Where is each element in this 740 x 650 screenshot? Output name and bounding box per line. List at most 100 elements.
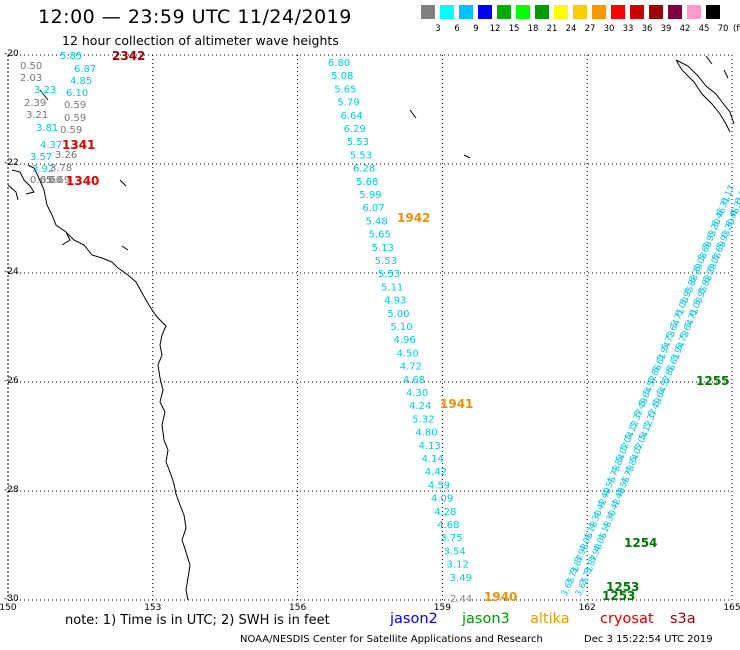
wave-height-label: 6.07: [362, 203, 384, 214]
color-scale-label: 42: [679, 24, 691, 34]
longitude-tick-label: 165: [723, 603, 740, 613]
wave-height-label: 3.21: [26, 110, 48, 121]
pass-time-label: 1255: [696, 374, 729, 388]
australia-coastline: [27, 164, 191, 601]
color-scale-label: 45: [698, 24, 710, 34]
wave-height-label: 0.60: [40, 175, 62, 186]
wave-height-label: 4.28: [434, 507, 456, 518]
lat-lon-grid: [7, 54, 733, 601]
wave-height-label: 4.42: [425, 467, 447, 478]
wave-height-label: 4.37: [40, 140, 62, 151]
latitude-tick-label: -28: [4, 485, 19, 495]
wave-height-label: 3.81: [36, 123, 58, 134]
wave-height-label: 3.54: [443, 546, 465, 557]
latitude-tick-label: -24: [4, 267, 19, 277]
color-scale-label: 70: [717, 24, 729, 34]
wave-height-label: 5.00: [387, 309, 409, 320]
wave-height-label: 6.17: [734, 184, 740, 206]
pass-time-label: 1253: [602, 589, 635, 603]
wave-height-label: 4.14: [422, 454, 444, 465]
wave-height-label: 0.59: [60, 125, 82, 136]
longitude-tick-label: 150: [0, 603, 17, 613]
color-swatch: [535, 5, 549, 19]
wave-height-label: 3.49: [450, 573, 472, 584]
wave-height-label: 4.24: [409, 401, 431, 412]
color-swatch: [554, 5, 568, 19]
wave-height-label: 3.23: [34, 85, 56, 96]
latitude-tick-label: -20: [4, 49, 19, 59]
legend-s3a: s3a: [670, 611, 696, 627]
color-scale-label: 18: [527, 24, 539, 34]
color-scale-unit: (ft): [733, 24, 740, 34]
reef-3: [39, 89, 49, 101]
color-swatch: [592, 5, 606, 19]
wave-height-label: 5.53: [347, 137, 369, 148]
wave-height-label: 0.59: [64, 100, 86, 111]
color-swatch: [630, 5, 644, 19]
wave-height-label: 4.96: [394, 335, 416, 346]
color-swatch: [478, 5, 492, 19]
chart-subtitle: 12 hour collection of altimeter wave hei…: [62, 33, 339, 48]
pass-time-label: 1253: [606, 580, 639, 594]
island-2: [7, 184, 19, 201]
pass-time-label: 1341: [62, 138, 95, 152]
legend-jason2: jason2: [390, 611, 438, 627]
color-scale-label: 39: [660, 24, 672, 34]
wave-height-label: 5.13: [372, 243, 394, 254]
color-scale-label: 21: [546, 24, 558, 34]
wave-height-label: 3.75: [440, 533, 462, 544]
wave-height-label: 5.79: [337, 98, 359, 109]
wave-height-label: 5.65: [334, 84, 356, 95]
wave-height-label: 5.10: [390, 322, 412, 333]
reef-2: [121, 245, 129, 251]
wave-height-label: 0.65: [30, 175, 52, 186]
color-scale-label: 9: [473, 24, 479, 34]
color-swatch: [611, 5, 625, 19]
new-caledonia-coastline: [675, 59, 735, 133]
color-scale-label: 15: [508, 24, 520, 34]
map-frame: [7, 54, 733, 601]
chart-title: 12:00 — 23:59 UTC 11/24/2019: [38, 6, 352, 28]
wave-height-label: 5.85: [60, 51, 82, 62]
latitude-tick-label: -30: [4, 594, 19, 604]
wave-height-label: 4.50: [397, 348, 419, 359]
longitude-tick-label: 156: [289, 603, 307, 613]
wave-height-label: 5.65: [369, 230, 391, 241]
reef-4: [409, 109, 417, 119]
loyalty-islands: [705, 55, 729, 79]
color-scale-label: 27: [584, 24, 596, 34]
wave-height-label: 5.32: [412, 414, 434, 425]
wave-height-label: 0.50: [20, 61, 42, 72]
wave-height-label: 5.68: [356, 177, 378, 188]
longitude-tick-label: 159: [433, 603, 451, 613]
color-scale-label: 36: [641, 24, 653, 34]
color-swatch: [687, 5, 701, 19]
wave-height-label: 4.68: [437, 520, 459, 531]
color-swatch: [440, 5, 454, 19]
wave-height-label: 6.29: [344, 124, 366, 135]
legend-altika: altika: [530, 611, 570, 627]
color-scale-label: 3: [435, 24, 441, 34]
wave-height-label: 5.08: [331, 71, 353, 82]
footer-note: note: 1) Time is in UTC; 2) SWH is in fe…: [65, 613, 330, 628]
wave-height-label: 6.80: [328, 58, 350, 69]
pass-time-label: 1940: [484, 590, 517, 604]
wave-height-label: 4.13: [418, 441, 440, 452]
color-swatch: [497, 5, 511, 19]
pass-time-label: 1254: [624, 536, 657, 550]
wave-height-label: 4.09: [431, 494, 453, 505]
wave-height-label: 3.78: [50, 163, 72, 174]
color-swatch: [573, 5, 587, 19]
wave-height-label: 2.03: [20, 73, 42, 84]
wave-height-label: 4.93: [384, 296, 406, 307]
wave-height-label: 5.11: [381, 282, 403, 293]
altimeter-tracks: 6.80 5.08 5.65 5.79 6.64 6.29 5.53 5.53 6.28 5.68…: [20, 49, 740, 605]
generated-timestamp: Dec 3 15:22:54 UTC 2019: [584, 634, 713, 645]
wave-height-label: 0.59: [64, 113, 86, 124]
wave-height-label: 4.72: [400, 362, 422, 373]
color-scale-label: 6: [454, 24, 460, 34]
wave-height-label: 5.99: [359, 190, 381, 201]
pass-time-label: 1340: [66, 174, 99, 188]
wave-height-label: 4.85: [70, 76, 92, 87]
color-scale-label: 12: [489, 24, 501, 34]
